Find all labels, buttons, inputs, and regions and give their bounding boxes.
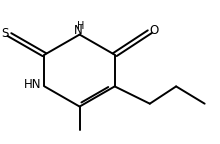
Text: N: N	[74, 24, 83, 37]
Text: HN: HN	[24, 78, 41, 91]
Text: O: O	[150, 24, 159, 37]
Text: S: S	[1, 27, 8, 40]
Text: H: H	[77, 21, 84, 31]
